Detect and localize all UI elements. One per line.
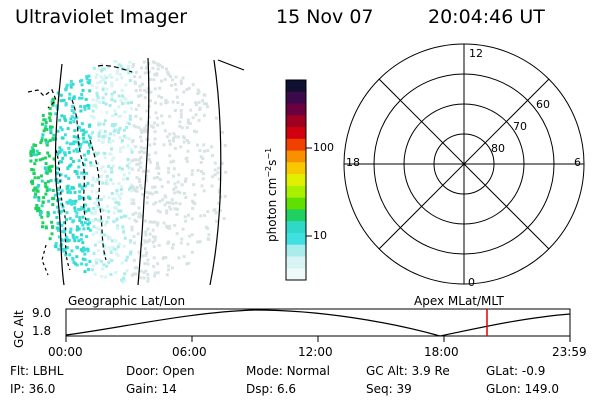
xtick-0: 00:00 [48,345,83,359]
colorbar-segment [286,232,306,246]
status-ip: IP: 36.0 [10,382,56,396]
altitude-left-title: Geographic Lat/Lon [68,294,186,308]
xtick-4: 23:59 [552,345,587,359]
status-mode: Mode: Normal [246,364,330,378]
polar-lat-label-70: 70 [513,120,527,133]
altitude-ymax: 9.0 [32,306,52,320]
instrument-title: Ultraviolet Imager [15,6,188,28]
xtick-1: 06:00 [172,345,207,359]
status-glon: GLon: 149.0 [486,382,559,396]
altitude-right-title: Apex MLat/MLT [414,294,504,308]
status-glat: GLat: -0.9 [486,364,546,378]
colorbar-segment [286,91,306,105]
colorbar-gradient [286,80,306,281]
colorbar-segment [286,256,306,269]
colorbar-segment [286,162,306,175]
colorbar-segment [286,197,306,210]
polar-diagonal-2 [378,78,550,250]
polar-label-0: 0 [468,276,475,289]
colorbar-segment [286,138,306,152]
time-label: 20:04:46 UT [428,6,545,28]
status-filter: Flt: LBHL [10,364,64,378]
colorbar-segment [286,244,306,257]
emission-image [29,60,228,284]
colorbar-segment [286,127,306,140]
date-label: 15 Nov 07 [276,6,374,28]
status-seq: Seq: 39 [366,382,412,396]
colorbar-tick-label-10: 10 [313,229,327,242]
colorbar-segment [286,268,306,281]
colorbar-segment [286,80,306,93]
status-gc-alt: GC Alt: 3.9 Re [366,364,450,378]
colorbar-segment [286,174,306,187]
colorbar-segment [286,185,306,199]
polar-lat-label-60: 60 [536,98,550,111]
colorbar-frame [285,79,307,281]
polar-label-18: 18 [346,156,360,169]
polar-label-6: 6 [574,156,581,169]
polar-lat-label-80: 80 [491,142,505,155]
xtick-2: 12:00 [298,345,333,359]
altitude-ymin: 1.8 [32,324,52,338]
colorbar-segment [286,221,306,234]
polar-label-12: 12 [469,47,483,60]
colorbar-segment [286,150,306,163]
colorbar-segment [286,209,306,222]
status-dsp: Dsp: 6.6 [246,382,297,396]
status-door: Door: Open [126,364,195,378]
xtick-3: 18:00 [424,345,459,359]
colorbar-segment [286,103,306,116]
colorbar-segment [286,115,306,128]
altitude-curve [65,309,571,337]
status-gain: Gain: 14 [126,382,177,396]
colorbar-tick-label-100: 100 [313,141,334,154]
geographic-contours [27,57,245,286]
